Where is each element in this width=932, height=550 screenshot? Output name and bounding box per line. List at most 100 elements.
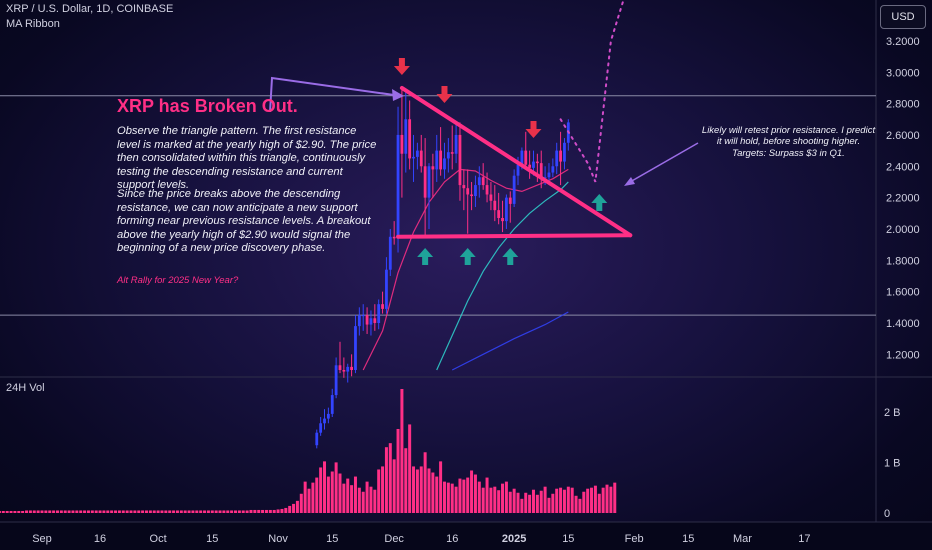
volume-bar	[206, 510, 210, 513]
candle-body	[559, 150, 562, 162]
indicator-label[interactable]: MA Ribbon	[6, 18, 60, 30]
currency-button[interactable]: USD	[880, 5, 926, 29]
volume-bar	[501, 483, 505, 513]
candles-group	[315, 87, 570, 449]
volume-pane-label[interactable]: 24H Vol	[6, 382, 45, 394]
x-tick-label: Dec	[384, 533, 404, 545]
ma-mid-line	[436, 181, 569, 371]
x-tick-label: Nov	[268, 533, 288, 545]
x-tick-label: 16	[446, 533, 458, 545]
volume-bar	[141, 510, 145, 513]
candle-body	[462, 185, 466, 189]
volume-bar	[458, 478, 462, 513]
candle-body	[427, 166, 431, 198]
candle-body	[408, 119, 412, 159]
volume-bar	[13, 510, 17, 513]
arrow-up-icon	[591, 194, 608, 211]
volume-bar	[210, 510, 214, 513]
y-tick-label: 2.2000	[886, 193, 920, 205]
volume-bar	[481, 487, 485, 513]
volume-bar	[524, 492, 528, 513]
volume-bar	[462, 479, 466, 513]
volume-bar	[365, 481, 369, 513]
volume-bar	[75, 510, 79, 513]
volume-bar	[609, 486, 613, 513]
volume-bar	[597, 493, 601, 513]
volume-bar	[539, 490, 543, 513]
candle-body	[396, 134, 400, 239]
volume-bar	[25, 510, 29, 513]
volume-bar	[17, 510, 21, 513]
ma-slow-line	[451, 311, 569, 371]
candle-body	[412, 156, 415, 159]
candle-body	[377, 304, 381, 323]
volume-bar	[489, 487, 493, 513]
x-tick-label: 15	[682, 533, 694, 545]
volume-bar	[442, 481, 446, 513]
volume-bar	[466, 477, 470, 513]
volume-bar	[83, 510, 87, 513]
candle-body	[458, 134, 462, 186]
volume-bar	[195, 510, 199, 513]
volume-bar	[32, 510, 36, 513]
volume-bar	[28, 510, 32, 513]
candle-body	[493, 200, 497, 211]
volume-bar	[36, 510, 40, 513]
candle-body	[477, 177, 481, 186]
volume-bar	[543, 486, 547, 513]
candle-body	[357, 315, 361, 327]
candle-body	[543, 177, 547, 179]
volume-bar	[338, 473, 342, 513]
symbol-header: XRP / U.S. Dollar, 1D, COINBASE	[6, 3, 174, 15]
volume-bar	[330, 471, 334, 513]
volume-bar	[512, 488, 516, 513]
volume-bar	[288, 505, 292, 513]
volume-bar	[570, 487, 574, 513]
volume-bar	[94, 510, 98, 513]
candle-body	[450, 152, 454, 154]
volume-bar	[59, 510, 63, 513]
volume-bar	[446, 482, 450, 513]
volume-bar	[226, 510, 230, 513]
volume-bar	[353, 476, 357, 513]
candle-body	[369, 318, 373, 325]
candle-body	[323, 418, 326, 424]
volume-bar	[183, 510, 187, 513]
candle-body	[388, 236, 392, 270]
arrow-down-icon	[436, 86, 453, 103]
candle-body	[520, 150, 524, 165]
volume-bar	[222, 510, 226, 513]
volume-bar	[148, 510, 152, 513]
volume-bar	[601, 487, 605, 513]
volume-bar	[144, 510, 148, 513]
volume-bar	[551, 493, 555, 513]
volume-bar	[175, 510, 179, 513]
arrow-down-icon	[525, 121, 542, 138]
y-tick-label: 1.2000	[886, 349, 920, 361]
volume-bar	[334, 462, 338, 513]
candle-body	[466, 188, 470, 195]
volume-bar	[473, 474, 477, 513]
y-tick-label: 2.8000	[886, 99, 920, 111]
arrow-up-icon	[417, 248, 434, 265]
candle-body	[365, 315, 369, 325]
candle-body	[415, 150, 419, 157]
volume-bar	[102, 510, 106, 513]
volume-bar	[0, 510, 1, 513]
volume-bar	[307, 488, 311, 513]
volume-bar	[535, 494, 539, 513]
volume-bar	[133, 510, 137, 513]
volume-bar	[423, 452, 427, 513]
y-tick-label: 1.8000	[886, 255, 920, 267]
volume-bar	[272, 509, 276, 513]
volume-bar	[377, 469, 381, 513]
volume-bar	[295, 500, 299, 513]
volume-bar	[586, 488, 590, 513]
x-tick-label: 16	[94, 533, 106, 545]
annotation-paragraph-2: Since the price breaks above the descend…	[117, 188, 371, 255]
volume-bar	[427, 468, 431, 513]
volume-bar	[508, 491, 512, 513]
volume-bar	[160, 510, 164, 513]
volume-bar	[276, 509, 280, 513]
